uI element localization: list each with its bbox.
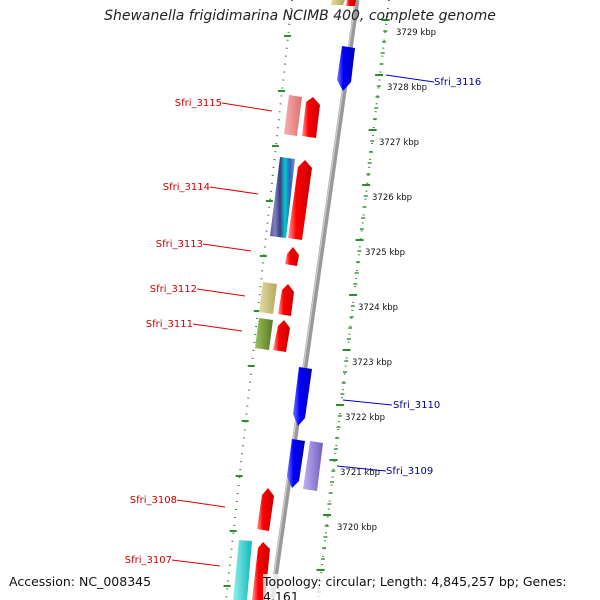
gene-sfri-3115-pink — [284, 95, 302, 136]
gene-sfri-3110 — [293, 367, 312, 426]
gene-top-red — [346, 0, 356, 6]
genome-title: Shewanella frigidimarina NCIMB 400, comp… — [104, 8, 496, 24]
ruler-label-3727: 3727 kbp — [379, 138, 419, 148]
gene-sfri-3107-cyan — [233, 540, 252, 600]
gene-sfri-3116 — [337, 46, 355, 91]
gene-label-sfri-3108[interactable]: Sfri_3108 — [130, 495, 177, 506]
ruler-labels: 3729 kbp 3728 kbp 3727 kbp 3726 kbp 3725… — [337, 28, 436, 533]
genome-backbone-highlight — [269, 0, 357, 600]
ruler-label-3729: 3729 kbp — [396, 28, 436, 38]
gene-sfri-3111-olive — [255, 318, 273, 350]
gene-sfri-3109-blue — [287, 439, 305, 488]
ruler-label-3722: 3722 kbp — [345, 413, 385, 423]
ruler-ticks — [223, 19, 390, 593]
leader-sfri-3107 — [171, 559, 221, 567]
ruler-label-3721: 3721 kbp — [340, 468, 380, 478]
outer-dotted-track — [317, 0, 390, 600]
gene-sfri-3115-red — [302, 97, 320, 138]
leader-sfri-3109 — [336, 465, 387, 472]
ruler-label-3723: 3723 kbp — [352, 358, 392, 368]
leader-sfri-3110 — [342, 399, 393, 406]
leader-sfri-3108 — [176, 499, 226, 508]
gene-label-sfri-3115[interactable]: Sfri_3115 — [175, 98, 222, 109]
gene-sfri-3109-purple — [303, 441, 323, 491]
ruler-label-3720: 3720 kbp — [337, 523, 377, 533]
label-leader-lines — [171, 74, 435, 567]
gene-sfri-3114-red — [288, 160, 312, 240]
genome-summary-label: Topology: circular; Length: 4,845,257 bp… — [263, 574, 600, 600]
leader-sfri-3115 — [221, 102, 273, 112]
gene-label-sfri-3116[interactable]: Sfri_3116 — [434, 77, 481, 88]
genome-backbone — [269, 0, 360, 600]
gene-label-sfri-3109[interactable]: Sfri_3109 — [386, 466, 433, 477]
gene-sfri-3113 — [285, 247, 299, 266]
gene-sfri-3112-khaki — [259, 282, 277, 314]
gene-label-sfri-3114[interactable]: Sfri_3114 — [163, 182, 210, 193]
ruler-label-3724: 3724 kbp — [358, 303, 398, 313]
leader-sfri-3116 — [385, 74, 435, 83]
leader-sfri-3113 — [202, 243, 252, 252]
ruler-label-3725: 3725 kbp — [365, 248, 405, 258]
gene-sfri-3112-red — [278, 284, 294, 316]
leader-sfri-3111 — [192, 323, 243, 332]
gene-sfri-3108 — [257, 488, 274, 531]
gene-label-sfri-3112[interactable]: Sfri_3112 — [150, 284, 197, 295]
gene-top-khaki — [331, 0, 345, 5]
gene-features — [233, 0, 356, 600]
gene-sfri-3114-stripes — [270, 157, 295, 238]
ruler-label-3728: 3728 kbp — [387, 83, 427, 93]
gene-labels: Sfri_3116 Sfri_3115 Sfri_3114 Sfri_3113 … — [125, 77, 481, 566]
gene-label-sfri-3111[interactable]: Sfri_3111 — [146, 319, 193, 330]
accession-label: Accession: NC_008345 — [9, 574, 152, 589]
ruler-label-3726: 3726 kbp — [372, 193, 412, 203]
gene-label-sfri-3110[interactable]: Sfri_3110 — [393, 400, 440, 411]
gene-sfri-3111-red — [273, 320, 290, 352]
leader-sfri-3112 — [196, 288, 246, 297]
leader-sfri-3114 — [209, 186, 259, 195]
gene-label-sfri-3113[interactable]: Sfri_3113 — [156, 239, 203, 250]
gene-label-sfri-3107[interactable]: Sfri_3107 — [125, 555, 172, 566]
